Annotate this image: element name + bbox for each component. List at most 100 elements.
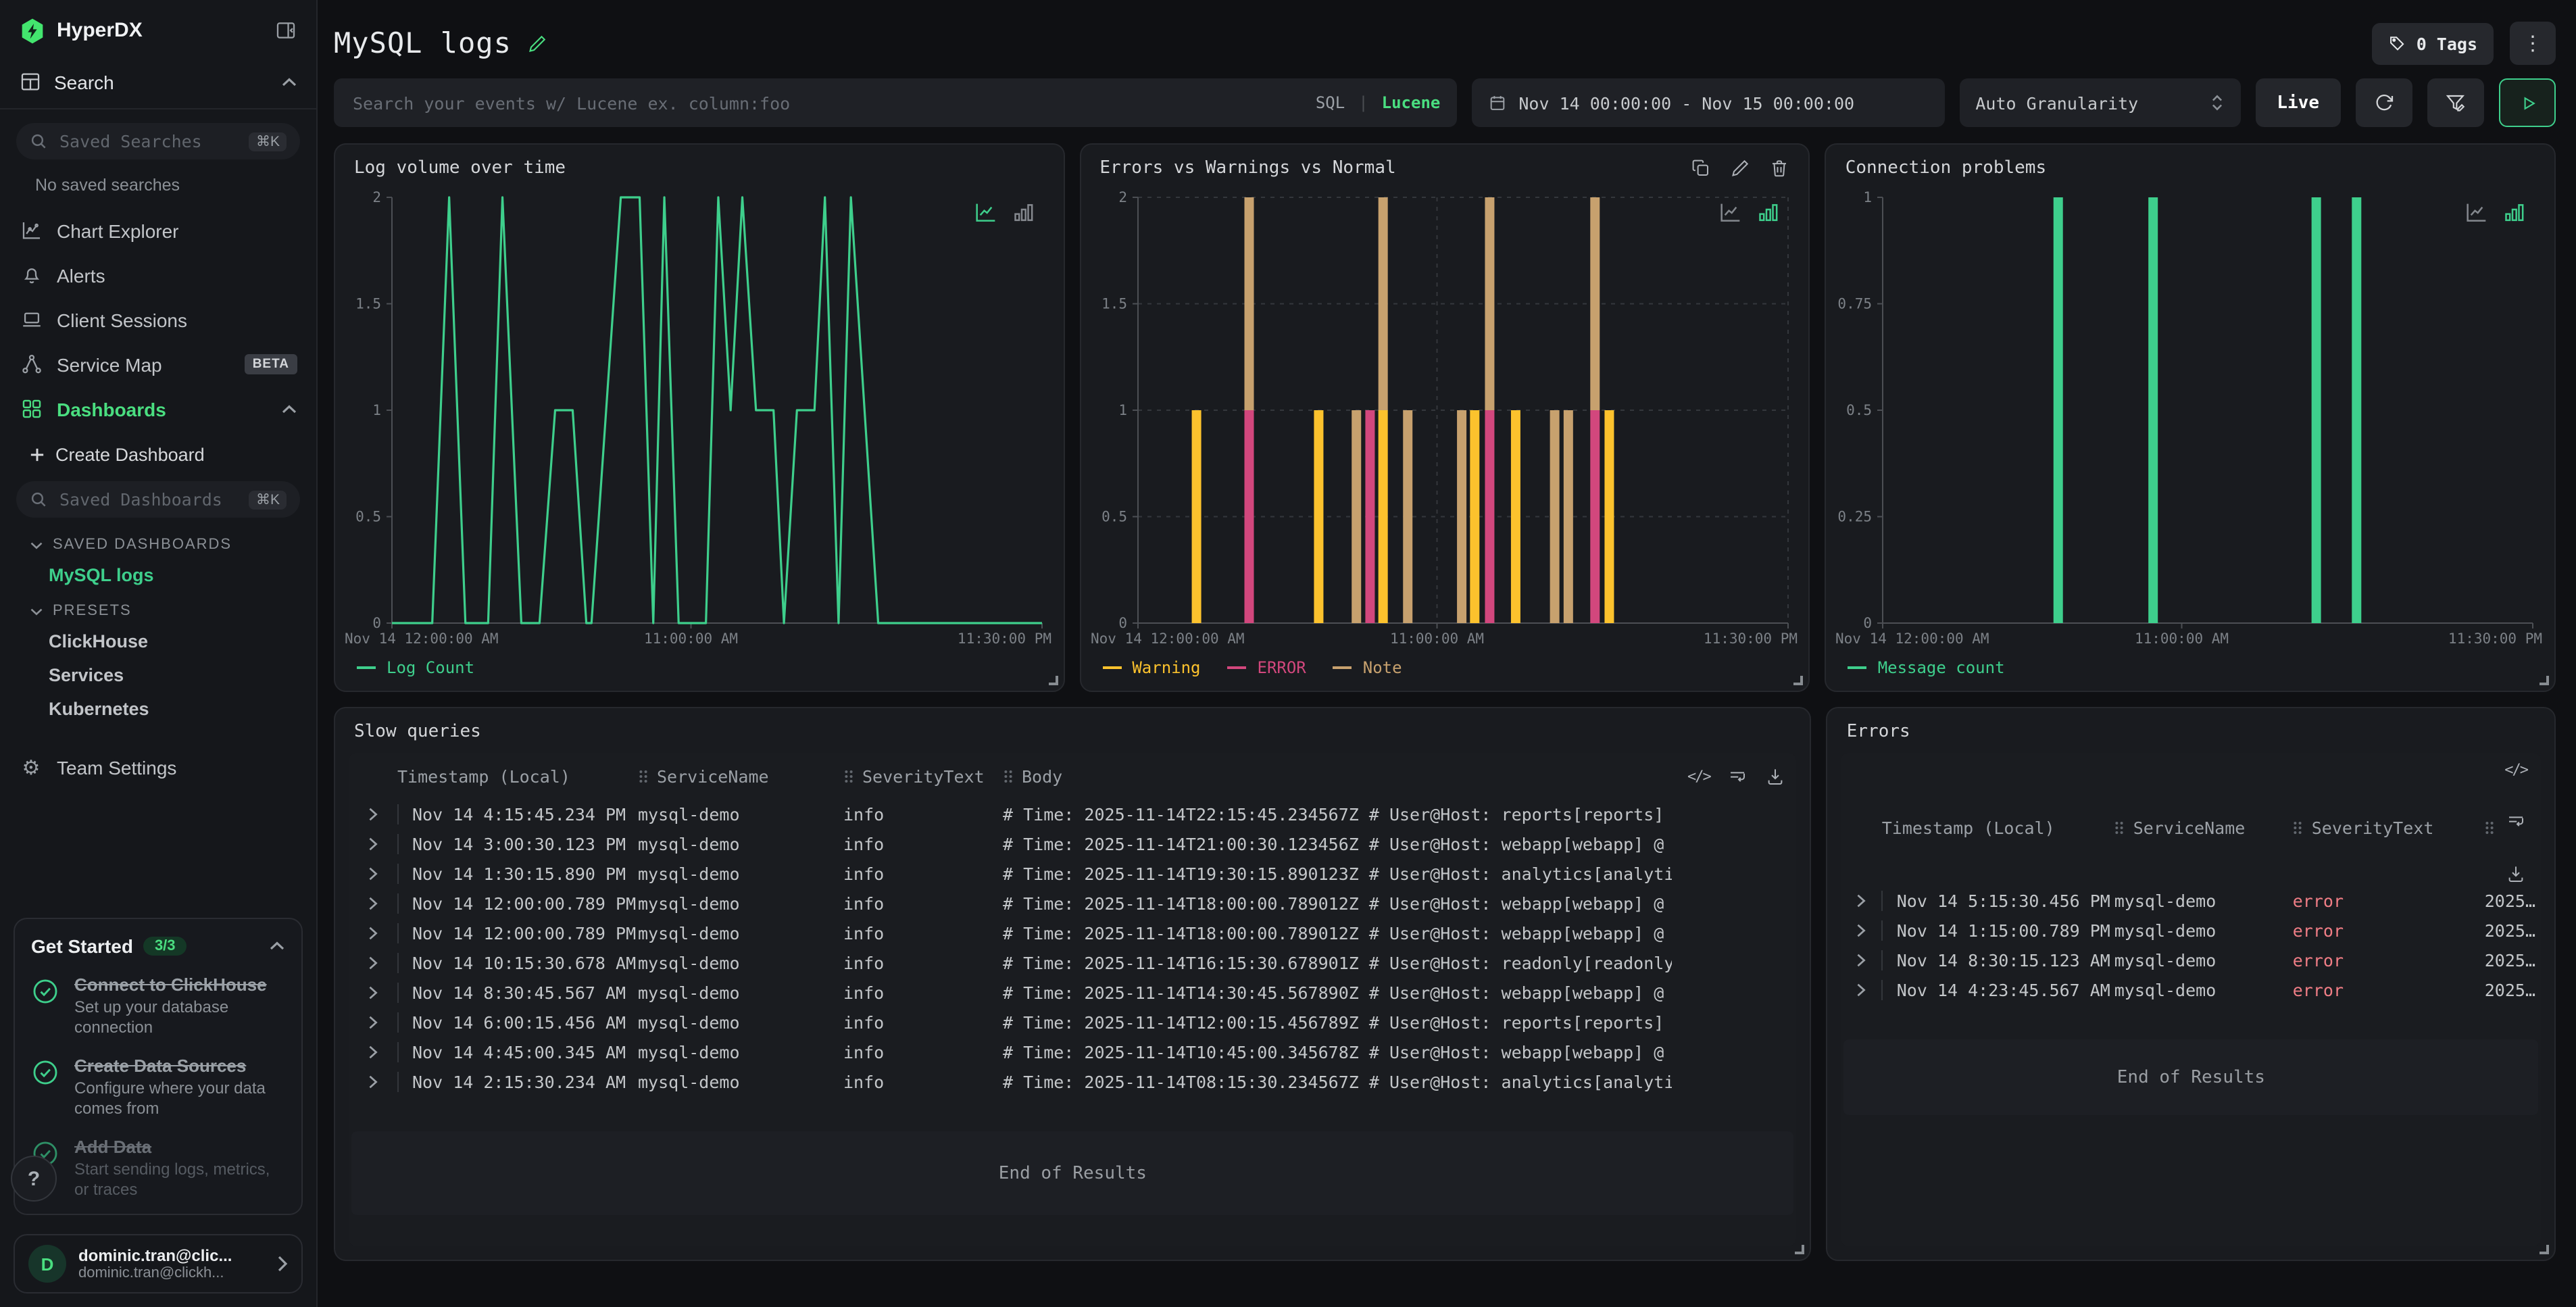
bar-view-icon[interactable] bbox=[1013, 203, 1033, 223]
chevron-up-icon[interactable] bbox=[281, 76, 297, 87]
table-row[interactable]: Nov 14 8:30:45.567 AM mysql-demo info # Tim… bbox=[349, 977, 1797, 1007]
code-view-icon[interactable]: </> bbox=[1687, 767, 1712, 785]
code-view-icon[interactable]: </> bbox=[2504, 761, 2529, 779]
sidebar-preset-kubernetes[interactable]: Kubernetes bbox=[49, 699, 149, 719]
table-row[interactable]: Nov 14 4:45:00.345 AM mysql-demo info # Tim… bbox=[349, 1037, 1797, 1066]
wrap-lines-icon[interactable] bbox=[1728, 766, 1748, 786]
legend-item[interactable]: Note bbox=[1333, 658, 1402, 677]
column-severitytext[interactable]: SeverityText bbox=[2293, 817, 2485, 837]
table-row[interactable]: Nov 14 2:15:30.234 AM mysql-demo info # Tim… bbox=[349, 1066, 1797, 1096]
sidebar-item-chart-explorer[interactable]: Chart Explorer bbox=[0, 208, 316, 253]
wrap-lines-icon[interactable] bbox=[2506, 811, 2526, 831]
sidebar-item-search[interactable]: Search bbox=[0, 58, 316, 105]
duplicate-panel-icon[interactable] bbox=[1691, 158, 1712, 178]
more-options-button[interactable]: ⋮ bbox=[2510, 22, 2556, 65]
expand-row-icon[interactable] bbox=[349, 955, 397, 970]
edit-title-icon[interactable] bbox=[528, 33, 548, 53]
live-button[interactable]: Live bbox=[2255, 78, 2341, 127]
get-started-step-add-data[interactable]: Add Data Start sending logs, metrics, or… bbox=[31, 1137, 285, 1200]
download-icon[interactable] bbox=[1766, 766, 1786, 786]
legend-item[interactable]: Log Count bbox=[357, 658, 474, 677]
resize-handle[interactable] bbox=[1793, 676, 1804, 685]
expand-row-icon[interactable] bbox=[349, 1014, 397, 1029]
granularity-select[interactable]: Auto Granularity bbox=[1959, 78, 2241, 127]
delete-panel-icon[interactable] bbox=[1770, 158, 1790, 178]
expand-row-icon[interactable] bbox=[349, 985, 397, 1000]
create-dashboard-button[interactable]: Create Dashboard bbox=[0, 431, 316, 478]
resize-handle[interactable] bbox=[2540, 676, 2550, 685]
table-row[interactable]: Nov 14 4:15:45.234 PM mysql-demo info # Tim… bbox=[349, 799, 1797, 829]
column-body[interactable] bbox=[2485, 820, 2530, 835]
expand-row-icon[interactable] bbox=[349, 925, 397, 940]
sidebar-preset-clickhouse[interactable]: ClickHouse bbox=[49, 631, 149, 651]
table-row[interactable]: Nov 14 6:00:15.456 AM mysql-demo info # Tim… bbox=[349, 1007, 1797, 1037]
chevron-up-icon[interactable] bbox=[281, 403, 297, 414]
time-range-picker[interactable]: Nov 14 00:00:00 - Nov 15 00:00:00 bbox=[1471, 78, 1945, 127]
resize-handle[interactable] bbox=[1048, 676, 1058, 685]
legend-item[interactable]: Message count bbox=[1848, 658, 2005, 677]
column-timestamp[interactable]: Timestamp (Local) bbox=[397, 766, 570, 786]
sidebar-item-service-map[interactable]: Service Map BETA bbox=[0, 342, 316, 387]
tags-button[interactable]: 0 Tags bbox=[2371, 22, 2494, 64]
expand-row-icon[interactable] bbox=[349, 1044, 397, 1059]
table-row[interactable]: Nov 14 4:23:45.567 AM mysql-demo error 2025… bbox=[1841, 975, 2541, 1004]
legend-item[interactable]: Warning bbox=[1102, 658, 1201, 677]
sidebar-dashboard-mysql-logs[interactable]: MySQL logs bbox=[49, 565, 154, 585]
get-started-step-connect[interactable]: Connect to ClickHouse Set up your databa… bbox=[31, 975, 285, 1038]
column-servicename[interactable]: ServiceName bbox=[638, 766, 843, 786]
table-row[interactable]: Nov 14 1:30:15.890 PM mysql-demo info # Tim… bbox=[349, 858, 1797, 888]
user-menu[interactable]: D dominic.tran@clic... dominic.tran@clic… bbox=[14, 1234, 303, 1293]
download-icon[interactable] bbox=[2506, 864, 2526, 884]
bar-view-icon[interactable] bbox=[2504, 203, 2525, 223]
resize-handle[interactable] bbox=[2540, 1245, 2549, 1254]
bar-view-icon[interactable] bbox=[1759, 203, 1779, 223]
chevron-up-icon[interactable] bbox=[269, 941, 285, 952]
run-query-button[interactable] bbox=[2499, 78, 2556, 127]
sidebar-collapse-button[interactable] bbox=[272, 16, 300, 45]
saved-dashboards-input[interactable] bbox=[57, 488, 240, 511]
sidebar-item-alerts[interactable]: Alerts bbox=[0, 253, 316, 297]
line-view-icon[interactable] bbox=[974, 203, 997, 223]
expand-row-icon[interactable] bbox=[349, 836, 397, 851]
line-view-icon[interactable] bbox=[2465, 203, 2488, 223]
sidebar-item-client-sessions[interactable]: Client Sessions bbox=[0, 297, 316, 342]
saved-dashboards-section[interactable]: SAVED DASHBOARDS bbox=[0, 526, 316, 558]
table-row[interactable]: Nov 14 1:15:00.789 PM mysql-demo error 2025… bbox=[1841, 915, 2541, 945]
lucene-toggle[interactable]: Lucene bbox=[1381, 93, 1441, 112]
table-row[interactable]: Nov 14 12:00:00.789 PM mysql-demo info # Ti… bbox=[349, 918, 1797, 947]
column-body[interactable]: Body bbox=[1003, 766, 1662, 786]
presets-section[interactable]: PRESETS bbox=[0, 592, 316, 624]
column-timestamp[interactable]: Timestamp (Local) bbox=[1881, 817, 2055, 837]
column-severitytext[interactable]: SeverityText bbox=[843, 766, 1003, 786]
edit-panel-icon[interactable] bbox=[1731, 158, 1751, 178]
legend-item[interactable]: ERROR bbox=[1227, 658, 1306, 677]
help-button[interactable]: ? bbox=[11, 1156, 57, 1202]
connection-problems-chart[interactable]: 0 0.25 0.5 0.75 1 Nov 14 12:00:00 AM 11:00:00 … bbox=[1835, 187, 2544, 650]
table-row[interactable]: Nov 14 5:15:30.456 PM mysql-demo error 2025… bbox=[1841, 885, 2541, 915]
saved-searches-input[interactable] bbox=[57, 130, 240, 153]
expand-row-icon[interactable] bbox=[349, 1074, 397, 1089]
expand-row-icon[interactable] bbox=[1841, 982, 1882, 997]
table-row[interactable]: Nov 14 3:00:30.123 PM mysql-demo info # Tim… bbox=[349, 829, 1797, 858]
table-row[interactable]: Nov 14 8:30:15.123 AM mysql-demo error 2025… bbox=[1841, 945, 2541, 975]
sql-toggle[interactable]: SQL bbox=[1315, 93, 1345, 112]
expand-row-icon[interactable] bbox=[1841, 922, 1882, 937]
expand-row-icon[interactable] bbox=[1841, 893, 1882, 908]
event-search-input[interactable] bbox=[350, 91, 1302, 114]
filter-button[interactable] bbox=[2427, 78, 2484, 127]
get-started-step-data-sources[interactable]: Create Data Sources Configure where your… bbox=[31, 1056, 285, 1119]
line-view-icon[interactable] bbox=[1720, 203, 1743, 223]
log-volume-chart[interactable]: 0 0.5 1 1.5 2 Nov 14 12:00:00 AM 11:00:00 AM 11… bbox=[343, 187, 1052, 650]
sidebar-preset-services[interactable]: Services bbox=[49, 665, 124, 685]
refresh-button[interactable] bbox=[2356, 78, 2412, 127]
expand-row-icon[interactable] bbox=[1841, 952, 1882, 967]
expand-row-icon[interactable] bbox=[349, 866, 397, 881]
expand-row-icon[interactable] bbox=[349, 895, 397, 910]
sidebar-item-team-settings[interactable]: ⚙ Team Settings bbox=[0, 745, 316, 791]
resize-handle[interactable] bbox=[1795, 1245, 1805, 1254]
table-row[interactable]: Nov 14 12:00:00.789 PM mysql-demo info # Ti… bbox=[349, 888, 1797, 918]
errors-warnings-chart[interactable]: 0 0.5 1 1.5 2 Nov 14 12:00:00 AM 11:00:00 AM 11… bbox=[1089, 187, 1798, 650]
table-row[interactable]: Nov 14 10:15:30.678 AM mysql-demo info # Ti… bbox=[349, 947, 1797, 977]
sidebar-item-dashboards[interactable]: Dashboards bbox=[0, 387, 316, 431]
column-servicename[interactable]: ServiceName bbox=[2114, 817, 2293, 837]
